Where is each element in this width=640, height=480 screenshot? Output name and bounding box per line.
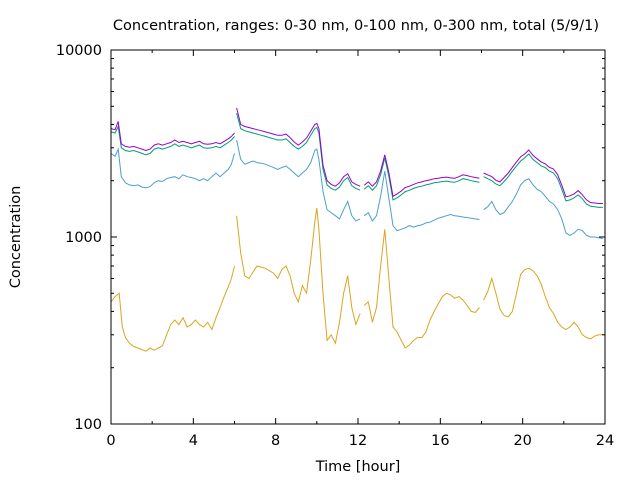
series-3-line-segment-1 [110,124,235,156]
y-tick-label: 10000 [56,43,102,59]
series-4-line-segment-1 [110,121,235,152]
x-tick-label: 16 [431,433,449,449]
y-tick-label: 1000 [65,230,102,246]
plot-frame [110,49,606,425]
y-axis-label: Concentration [8,186,24,289]
series-1-line-segment-4 [483,267,603,340]
y-axis: 100 1000 10000 [56,43,605,433]
x-tick-label: 20 [513,433,531,449]
x-tick-label: 0 [106,433,115,449]
series-3-line-segment-3 [363,157,480,201]
series-1-line-segment-1 [110,265,235,352]
series-3-line-segment-2 [236,112,361,191]
chart-title: Concentration, ranges: 0-30 nm, 0-100 nm… [113,18,599,34]
y-tick-label: 100 [74,417,102,433]
series-4-line-segment-2 [236,107,361,187]
series-3-line-segment-4 [483,153,603,208]
series-2-line-segment-1 [110,147,235,189]
series-4-line-segment-3 [363,154,480,198]
series-2-line-segment-2 [236,139,361,222]
x-axis: 0 4 8 12 16 20 24 [106,50,614,449]
x-tick-label: 12 [349,433,367,449]
series-1-line-segment-2 [236,207,361,345]
series-1-line-segment-3 [363,229,480,349]
series-2-line-segment-4 [483,178,603,240]
series-4-line-segment-4 [483,149,603,204]
x-tick-label: 8 [271,433,280,449]
series-layer [110,107,603,352]
x-axis-label: Time [hour] [315,459,401,475]
x-tick-label: 24 [596,433,614,449]
series-2-line-segment-3 [363,171,480,232]
x-tick-label: 4 [189,433,198,449]
